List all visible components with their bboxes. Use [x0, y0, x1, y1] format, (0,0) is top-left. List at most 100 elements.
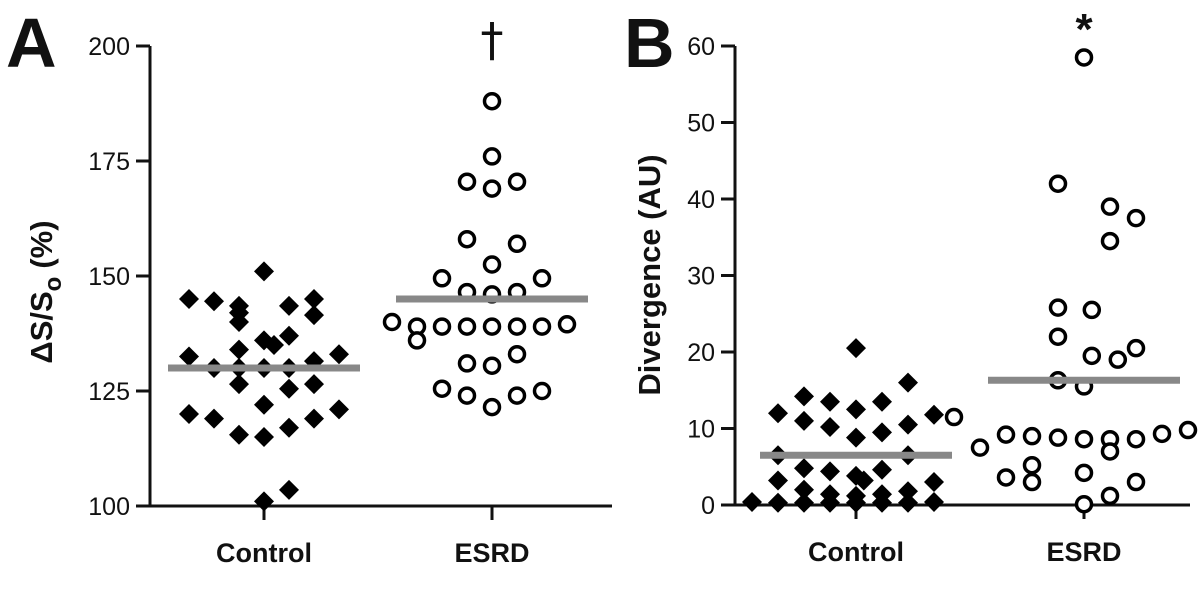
x-tick-label: ESRD: [1046, 537, 1121, 567]
data-point-esrd: [382, 312, 402, 332]
data-point-control: [872, 391, 892, 412]
data-point-control: [898, 372, 918, 393]
data-point-esrd: [1100, 486, 1120, 506]
panel-letter-b: B: [624, 4, 675, 82]
data-point-control: [279, 378, 299, 399]
data-point-control: [279, 325, 299, 346]
data-point-control: [254, 394, 274, 415]
data-point-esrd: [1074, 494, 1094, 514]
data-point-esrd: [432, 269, 452, 288]
data-point-control: [304, 305, 324, 326]
data-point-esrd: [1022, 472, 1042, 492]
data-point-control: [924, 404, 944, 425]
data-point-control: [898, 492, 918, 513]
significance-dagger: †: [481, 13, 504, 67]
data-point-control: [254, 261, 274, 282]
data-point-control: [742, 491, 762, 512]
data-point-esrd: [1048, 174, 1068, 193]
data-point-esrd: [507, 234, 527, 254]
y-tick-label: 10: [687, 416, 715, 444]
x-tick-label: Control: [216, 538, 312, 568]
data-point-esrd: [1074, 463, 1094, 483]
data-point-control: [853, 470, 874, 491]
data-point-control: [229, 374, 249, 395]
data-point-esrd: [1178, 420, 1198, 440]
data-point-esrd: [482, 317, 502, 336]
data-point-esrd: [482, 179, 502, 198]
y-axis-label-b: Divergence (AU): [632, 154, 667, 395]
data-point-control: [254, 491, 274, 512]
data-point-esrd: [1126, 472, 1146, 492]
data-point-esrd: [1126, 208, 1146, 228]
y-tick-label: 200: [88, 33, 130, 61]
data-point-control: [204, 408, 224, 429]
data-point-esrd: [1126, 338, 1146, 358]
data-point-control: [179, 404, 199, 424]
data-point-esrd: [532, 269, 552, 288]
data-point-esrd: [1152, 424, 1172, 444]
data-point-esrd: [532, 317, 552, 336]
panel-letter-a: A: [6, 4, 57, 82]
data-point-esrd: [1082, 346, 1102, 366]
data-point-control: [846, 338, 866, 359]
data-point-esrd: [1074, 48, 1094, 67]
data-point-esrd: [457, 386, 477, 405]
data-point-control: [820, 416, 840, 437]
data-point-esrd: [996, 425, 1016, 444]
data-point-control: [254, 427, 274, 447]
data-point-control: [846, 427, 866, 448]
data-point-esrd: [482, 255, 502, 274]
data-point-control: [304, 289, 324, 309]
data-point-control: [229, 312, 249, 332]
data-point-esrd: [482, 91, 502, 111]
data-point-esrd: [557, 315, 577, 334]
data-point-control: [279, 417, 299, 438]
data-point-control: [304, 374, 324, 395]
y-tick-label: 125: [88, 378, 130, 406]
y-tick-label: 60: [687, 33, 715, 61]
data-point-esrd: [970, 438, 990, 457]
panel-a: A † ΔS/So (%) 100 125 150 175 200 Control ESRD: [6, 4, 612, 568]
data-point-esrd: [944, 407, 964, 427]
y-tick-label: 40: [687, 186, 715, 214]
data-point-esrd: [1048, 327, 1068, 346]
significance-star: *: [1075, 5, 1093, 54]
x-tick-label: Control: [808, 537, 904, 567]
marks-b: 0 10 20 30 40 50 60 Control ESRD: [687, 33, 1198, 567]
data-point-esrd: [1048, 298, 1068, 317]
data-point-esrd: [1082, 300, 1102, 320]
data-point-esrd: [1126, 429, 1146, 449]
data-point-control: [179, 289, 199, 309]
y-tick-label: 100: [88, 493, 130, 521]
data-point-control: [820, 391, 840, 412]
data-point-esrd: [1074, 429, 1094, 449]
data-point-esrd: [507, 344, 527, 364]
y-axis-label-a-sub: o: [40, 277, 67, 292]
data-point-control: [794, 492, 814, 513]
data-point-control: [794, 458, 814, 479]
data-point-control: [846, 399, 866, 420]
data-point-control: [898, 414, 918, 435]
data-point-esrd: [996, 468, 1016, 487]
data-point-control: [204, 291, 224, 312]
y-tick-label: 50: [687, 110, 715, 138]
data-point-esrd: [432, 379, 452, 398]
y-tick-label: 20: [687, 339, 715, 367]
y-axis-label-a-main: ΔS/S: [24, 291, 59, 363]
data-point-control: [279, 479, 299, 500]
data-point-control: [924, 472, 944, 493]
data-point-esrd: [507, 386, 527, 405]
data-point-control: [279, 295, 299, 316]
data-point-esrd: [1100, 231, 1120, 251]
data-point-esrd: [1022, 455, 1042, 475]
data-point-esrd: [432, 317, 452, 336]
panel-b: B * Divergence (AU) 0 10 20 30 40 50 60 Control…: [624, 4, 1198, 567]
data-point-control: [229, 424, 249, 445]
y-axis-label-a: ΔS/So (%): [24, 220, 67, 363]
data-point-control: [924, 491, 944, 512]
data-point-control: [872, 459, 892, 480]
data-point-control: [898, 481, 918, 502]
data-point-control: [179, 346, 199, 367]
marks-a: 100 125 150 175 200 Control ESRD: [88, 33, 612, 568]
